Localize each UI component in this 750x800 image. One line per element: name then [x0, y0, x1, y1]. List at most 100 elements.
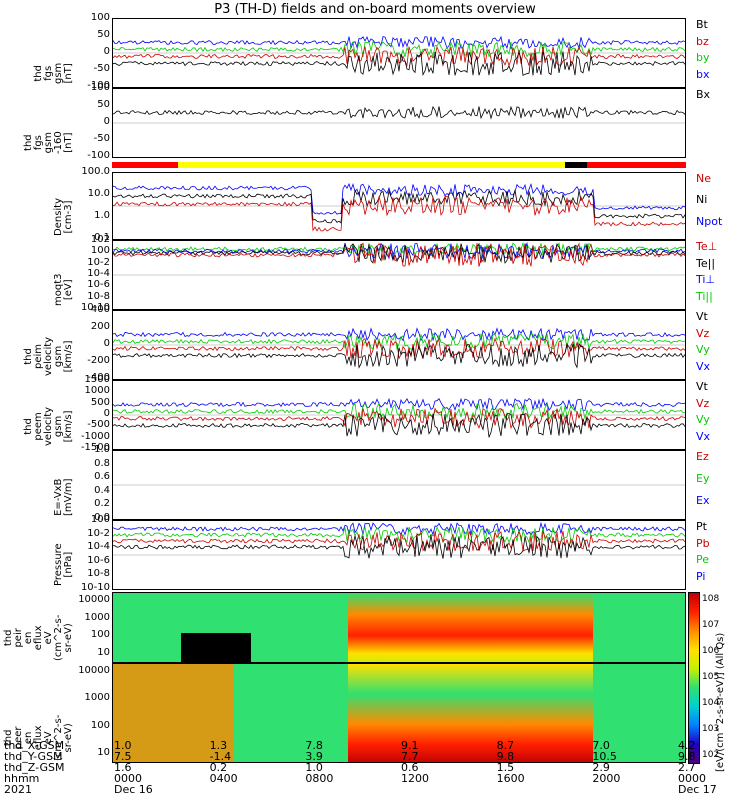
legend-te||: Te|| — [696, 256, 716, 270]
footer-value: 2000 — [592, 772, 621, 785]
panel-plot — [113, 35, 685, 77]
series-trace-vt — [113, 413, 685, 438]
y-tick-label: 500 — [90, 396, 110, 408]
y-tick-label: 0.2 — [94, 498, 110, 510]
footer-row-label: thd_Z-GSM — [4, 761, 65, 774]
colorbar-tick-label: 102 — [702, 750, 720, 760]
y-tick-label: 10000 — [78, 665, 110, 676]
flag-segment — [587, 162, 686, 168]
panel-plot — [113, 182, 685, 232]
legend-vy: Vy — [696, 413, 710, 426]
legend-bx: Bx — [696, 88, 711, 101]
y-tick-label: 10-6 — [87, 279, 110, 291]
panel-5 — [112, 310, 686, 380]
series-trace-ni — [113, 189, 685, 224]
series-trace-vx — [113, 327, 685, 342]
panel-6-ylabel: thd peem velocity gsm [km/s] — [23, 406, 74, 446]
footer-value: 0000 — [678, 772, 706, 785]
panel-plot — [113, 521, 685, 559]
legend-pi: Pi — [696, 569, 706, 583]
y-tick-label: 100 — [90, 245, 110, 257]
y-tick-label: 10-8 — [87, 290, 110, 302]
y-tick-label: 1.0 — [94, 444, 110, 455]
panel-1-ylabel: thd fgs gsm [nT] — [33, 62, 74, 84]
legend-ez: Ez — [696, 450, 709, 463]
y-tick-label: 0.0 — [94, 512, 110, 523]
panel-5-ylabel: thd peim velocity gsm [km/s] — [23, 336, 74, 376]
footer-value: 1200 — [401, 772, 429, 785]
y-tick-label: 1000 — [84, 385, 110, 397]
legend-pe: Pe — [696, 553, 710, 566]
y-tick-label: 10-6 — [87, 554, 110, 566]
quality-flag-bar — [112, 159, 686, 168]
series-trace-vz — [113, 337, 685, 360]
y-tick-label: -50 — [93, 133, 110, 144]
colorbar-tick-label: 107 — [702, 620, 720, 630]
y-tick-label: 400 — [90, 304, 110, 315]
legend-pt: Pt — [696, 520, 707, 533]
series-trace-ne — [113, 195, 685, 232]
panel-plot — [113, 241, 685, 276]
footer-value: 0800 — [305, 772, 334, 785]
footer-row-label: 2021 — [4, 783, 32, 796]
legend-ex: Ex — [696, 494, 710, 507]
y-tick-label: 1500 — [84, 374, 110, 385]
legend-ti||: Ti|| — [696, 289, 713, 303]
colorbar-label-text: [eV/(cm^2-s-sr-eV)] (All Qs) — [715, 633, 726, 772]
footer-value: 0000 — [114, 772, 142, 785]
legend-ey: Ey — [696, 472, 710, 485]
y-tick-label: -500 — [87, 419, 110, 431]
panel-plot — [113, 397, 685, 438]
legend-vy: Vy — [696, 343, 710, 356]
y-tick-label: 10-4 — [87, 268, 110, 279]
y-tick-label: 102 — [90, 234, 110, 245]
chart-title: P3 (TH-D) fields and on-board moments ov… — [214, 2, 536, 17]
y-tick-label: 10-2 — [87, 527, 110, 539]
footer-value: 0.2 — [209, 761, 228, 774]
series-trace-pt — [113, 535, 685, 559]
legend-vt: Vt — [696, 310, 708, 323]
y-tick-label: 10-8 — [87, 568, 110, 580]
spectrogram-2 — [112, 663, 686, 763]
footer-value: 7.8 — [305, 739, 323, 752]
spectrogram-gap — [181, 633, 251, 662]
panel-2 — [112, 88, 686, 158]
y-tick-label: 0 — [103, 408, 110, 419]
flag-segment — [112, 162, 178, 168]
legend-bx: bx — [696, 67, 710, 81]
footer-value: 9.8 — [678, 750, 696, 763]
colorbar-tick-label: 104 — [702, 698, 720, 708]
footer-value: 1600 — [496, 772, 525, 785]
series-trace-pe — [113, 525, 685, 545]
panel-3-ylabel: Density [cm-3] — [53, 197, 74, 236]
colorbar-tick-label: 105 — [702, 672, 720, 682]
y-tick-label: 0 — [103, 46, 110, 57]
legend-vx: Vx — [696, 429, 711, 443]
legend-vt: Vt — [696, 380, 708, 393]
series-trace-vx — [113, 397, 685, 412]
y-tick-label: -50 — [93, 63, 110, 74]
footer-row-label: hhmm — [4, 772, 40, 785]
legend-pb: Pb — [696, 536, 710, 550]
y-tick-label: 0.1 — [94, 232, 110, 243]
legend-vz: Vz — [696, 396, 710, 410]
colorbar — [688, 592, 700, 764]
series-trace-vy — [113, 332, 685, 351]
series-trace-pb — [113, 530, 685, 552]
series-trace-te⊥ — [113, 242, 685, 267]
panel-1 — [112, 18, 686, 88]
series-trace-pi — [113, 521, 685, 536]
spectrogram-active-region — [348, 664, 593, 762]
footer-value: 4.2 — [678, 739, 696, 752]
colorbar-tick-label: 103 — [702, 724, 720, 734]
footer-value: 2.9 — [592, 761, 610, 774]
colorbar-tick-label: 106 — [702, 646, 720, 656]
y-tick-label: 1.0 — [94, 210, 110, 221]
y-tick-label: 0 — [103, 116, 110, 127]
series-trace-bt — [113, 51, 685, 77]
y-tick-label: -1500 — [80, 442, 110, 453]
legend-ni: Ni — [696, 193, 708, 207]
spectrogram-region — [113, 664, 233, 762]
panel-3 — [112, 172, 686, 240]
panel-8-ylabel: Pressure [nPa] — [53, 543, 74, 586]
